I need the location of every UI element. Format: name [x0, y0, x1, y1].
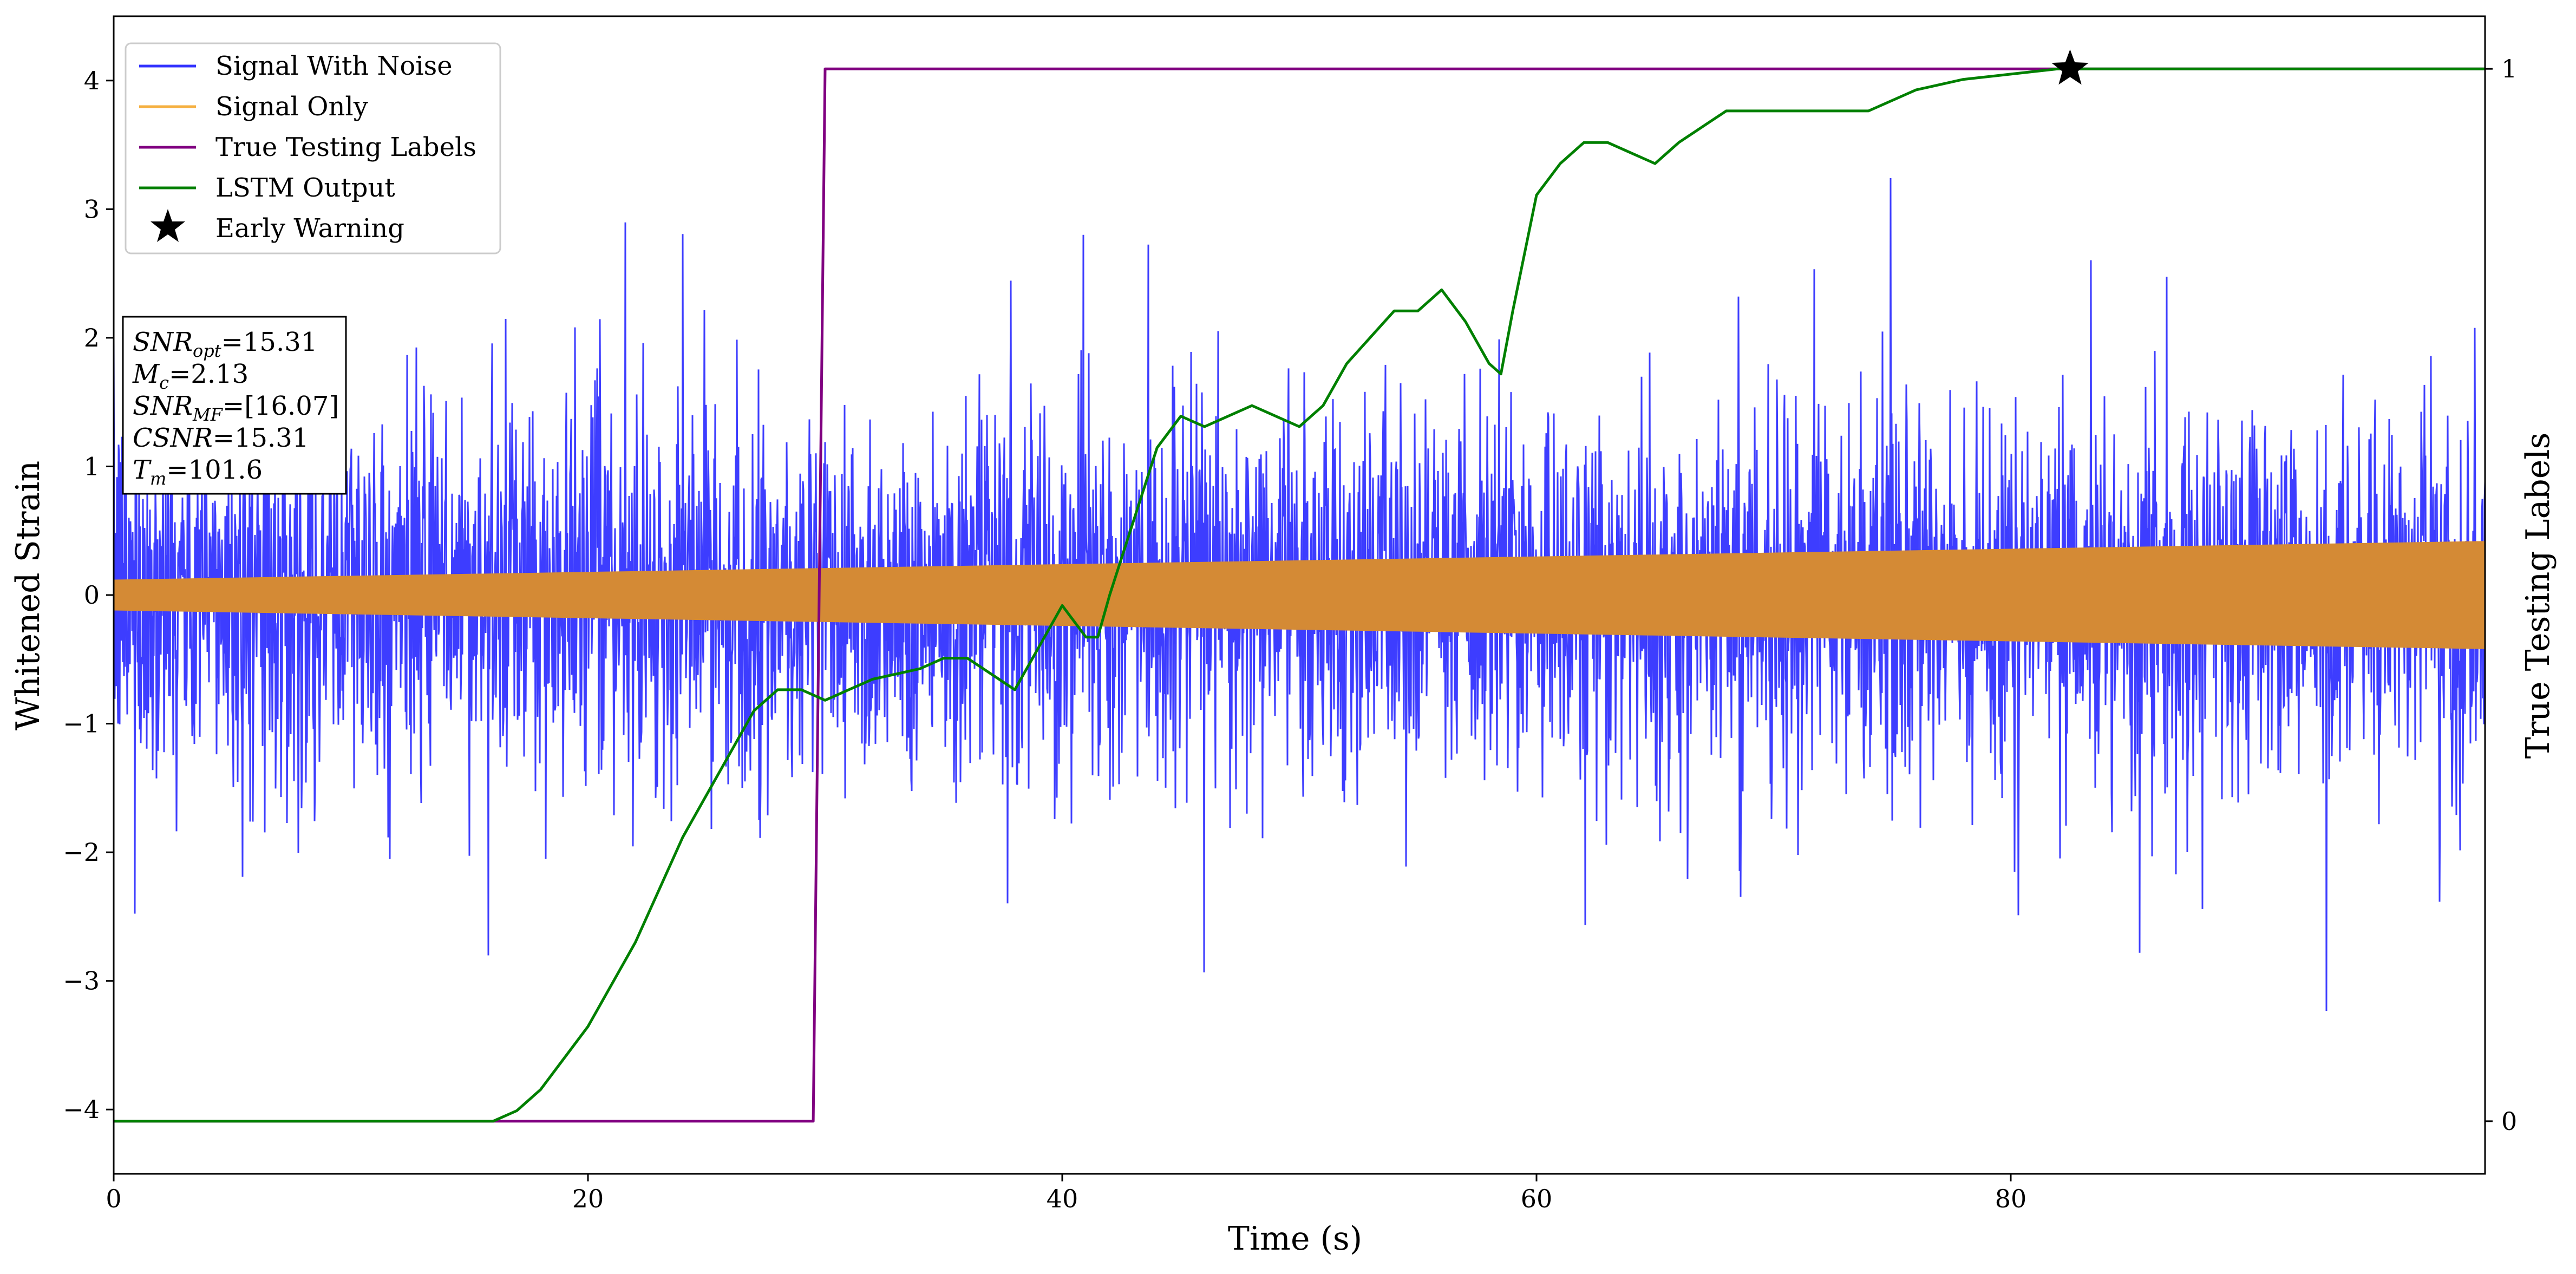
x-tick-label: 0	[106, 1184, 121, 1213]
series-signal-with-noise	[114, 178, 2485, 1011]
y-tick-label: −4	[63, 1095, 100, 1124]
y-tick-label: 0	[84, 580, 100, 610]
y-tick-label: −2	[63, 838, 100, 867]
plot-area	[114, 67, 2485, 1123]
y-tick-label: 4	[84, 66, 100, 95]
y-tick-label: 1	[84, 452, 100, 481]
y-tick-label: −1	[63, 709, 100, 739]
legend-box	[125, 42, 501, 254]
legend-label-true-testing-labels: True Testing Labels	[215, 132, 476, 162]
y-tick-label: 3	[84, 194, 100, 224]
info-line: SNRopt=15.31	[133, 327, 317, 361]
legend-label-signal-only: Signal Only	[215, 92, 368, 122]
y2-axis-label: True Testing Labels	[2519, 433, 2557, 759]
info-box-frame	[122, 316, 347, 495]
y-tick-label: −3	[63, 966, 100, 996]
series-signal-only	[114, 541, 2485, 649]
x-axis-label: Time (s)	[1228, 1220, 1362, 1258]
x-axis-ticks: 0 20 40 60 80	[106, 1174, 2026, 1213]
markers	[2051, 49, 2089, 85]
info-line: Mc=2.13	[132, 359, 249, 393]
legend-label-signal-with-noise: Signal With Noise	[215, 51, 453, 81]
y-axis-label: Whitened Strain	[9, 461, 47, 730]
info-line: CSNR=15.31	[133, 423, 309, 453]
x-tick-label: 20	[572, 1184, 604, 1213]
noise-trace	[114, 178, 2485, 1011]
info-line: Tm=101.6	[133, 455, 263, 489]
y2-tick-label: 0	[2501, 1107, 2517, 1136]
x-tick-label: 40	[1047, 1184, 1078, 1213]
y-tick-label: 2	[84, 323, 100, 352]
series-lstm-output	[114, 67, 2485, 1123]
signal-band	[114, 541, 2485, 649]
x-tick-label: 60	[1521, 1184, 1553, 1213]
lstm-output-line	[114, 67, 2485, 1123]
legend: Signal With Noise Signal Only True Testi…	[125, 42, 501, 254]
y-axis-ticks: −4 −3 −2 −1 0 1 2 3 4	[63, 66, 114, 1124]
legend-star-icon	[151, 209, 185, 242]
y2-tick-label: 1	[2501, 54, 2517, 83]
info-line: SNRMF=[16.07]	[133, 391, 339, 425]
y2-axis-ticks: 01	[2485, 54, 2517, 1136]
legend-label-early-warning: Early Warning	[215, 213, 404, 244]
early-warning-marker	[2051, 49, 2089, 85]
info-box: SNRopt=15.31Mc=2.13SNRMF=[16.07]CSNR=15.…	[122, 316, 347, 495]
x-tick-label: 80	[1995, 1184, 2027, 1213]
legend-label-lstm-output: LSTM Output	[215, 173, 395, 203]
